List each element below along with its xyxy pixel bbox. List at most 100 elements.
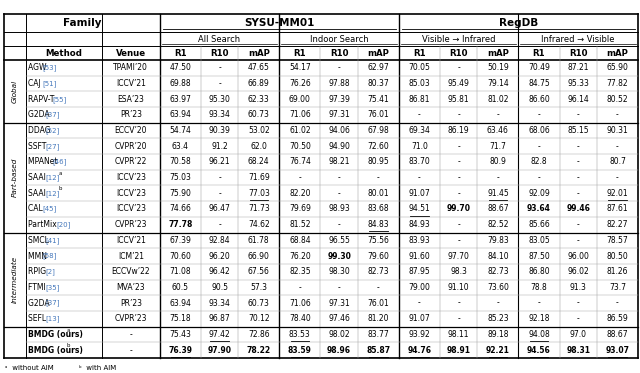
Text: BMDG (ours): BMDG (ours)	[28, 330, 83, 339]
Text: 96.14: 96.14	[567, 95, 589, 104]
Text: 63.97: 63.97	[170, 95, 191, 104]
Text: -: -	[418, 110, 420, 119]
Text: -: -	[577, 142, 580, 151]
Text: 68.84: 68.84	[289, 236, 310, 245]
Text: DDAG: DDAG	[28, 126, 52, 135]
Text: 97.31: 97.31	[328, 110, 350, 119]
Text: CVPR’20: CVPR’20	[115, 142, 147, 151]
Text: -: -	[218, 79, 221, 88]
Text: SYSU-MM01: SYSU-MM01	[244, 18, 314, 28]
Text: 76.01: 76.01	[367, 110, 389, 119]
Text: 85.23: 85.23	[487, 314, 509, 323]
Text: mAP: mAP	[607, 48, 628, 57]
Text: G2DA: G2DA	[28, 299, 52, 308]
Text: 82.8: 82.8	[531, 157, 547, 166]
Text: 95.30: 95.30	[209, 95, 230, 104]
Text: -: -	[458, 142, 460, 151]
Text: 96.87: 96.87	[209, 314, 230, 323]
Text: [46]: [46]	[52, 159, 67, 165]
Text: [37]: [37]	[45, 112, 60, 118]
Text: 88.67: 88.67	[607, 330, 628, 339]
Text: -: -	[338, 189, 340, 198]
Text: b: b	[58, 186, 62, 191]
Text: SAAI: SAAI	[28, 173, 48, 182]
Text: 71.69: 71.69	[248, 173, 269, 182]
Text: -: -	[616, 110, 619, 119]
Text: MVA’23: MVA’23	[116, 283, 145, 292]
Text: 83.77: 83.77	[367, 330, 389, 339]
Text: -: -	[616, 142, 619, 151]
Text: mAP: mAP	[248, 48, 269, 57]
Text: 62.0: 62.0	[250, 142, 268, 151]
Text: 54.74: 54.74	[170, 126, 191, 135]
Text: [45]: [45]	[42, 206, 56, 212]
Text: 72.86: 72.86	[248, 330, 269, 339]
Text: 69.88: 69.88	[170, 79, 191, 88]
Text: CVPR’23: CVPR’23	[115, 220, 147, 229]
Text: 65.90: 65.90	[607, 63, 628, 72]
Text: ECCV’20: ECCV’20	[115, 126, 147, 135]
Text: 85.66: 85.66	[528, 220, 550, 229]
Text: 92.09: 92.09	[528, 189, 550, 198]
Text: 47.50: 47.50	[170, 63, 191, 72]
Text: 91.45: 91.45	[487, 189, 509, 198]
Text: 76.74: 76.74	[289, 157, 311, 166]
Text: 47.65: 47.65	[248, 63, 269, 72]
Text: 82.35: 82.35	[289, 267, 310, 276]
Text: ICCV’23: ICCV’23	[116, 173, 146, 182]
Text: 80.9: 80.9	[490, 157, 506, 166]
Text: 82.73: 82.73	[367, 267, 389, 276]
Text: 98.31: 98.31	[566, 346, 590, 355]
Text: Venue: Venue	[116, 48, 146, 57]
Text: 61.78: 61.78	[248, 236, 269, 245]
Text: -: -	[458, 157, 460, 166]
Text: 93.34: 93.34	[209, 299, 230, 308]
Text: 50.19: 50.19	[487, 63, 509, 72]
Text: 83.53: 83.53	[289, 330, 311, 339]
Text: -: -	[616, 299, 619, 308]
Text: R1: R1	[532, 48, 545, 57]
Text: 77.82: 77.82	[607, 79, 628, 88]
Text: 93.92: 93.92	[408, 330, 430, 339]
Text: SAAI: SAAI	[28, 189, 48, 198]
Text: SMCL: SMCL	[28, 236, 51, 245]
Text: 81.20: 81.20	[367, 314, 389, 323]
Text: 70.50: 70.50	[289, 142, 311, 151]
Text: Family: Family	[63, 18, 101, 28]
Text: 60.5: 60.5	[172, 283, 189, 292]
Text: -: -	[458, 299, 460, 308]
Text: -: -	[616, 173, 619, 182]
Text: -: -	[218, 189, 221, 198]
Text: 63.4: 63.4	[172, 142, 189, 151]
Text: 97.88: 97.88	[328, 79, 350, 88]
Text: 62.33: 62.33	[248, 95, 269, 104]
Text: 87.95: 87.95	[408, 267, 430, 276]
Text: 93.07: 93.07	[605, 346, 630, 355]
Text: -: -	[538, 299, 540, 308]
Text: 80.7: 80.7	[609, 157, 626, 166]
Text: ᵃ: ᵃ	[5, 366, 8, 370]
Text: RPIG: RPIG	[28, 267, 48, 276]
Text: 78.57: 78.57	[607, 236, 628, 245]
Text: 76.01: 76.01	[367, 299, 389, 308]
Text: 84.10: 84.10	[487, 251, 509, 261]
Text: 75.43: 75.43	[170, 330, 191, 339]
Text: -: -	[298, 173, 301, 182]
Text: 67.56: 67.56	[248, 267, 269, 276]
Text: 83.59: 83.59	[288, 346, 312, 355]
Text: 91.60: 91.60	[408, 251, 430, 261]
Text: 83.68: 83.68	[367, 204, 389, 213]
Text: 78.8: 78.8	[531, 283, 547, 292]
Text: 82.52: 82.52	[487, 220, 509, 229]
Text: -: -	[577, 236, 580, 245]
Text: 97.90: 97.90	[207, 346, 232, 355]
Text: All Search: All Search	[198, 34, 241, 44]
Text: 67.39: 67.39	[170, 236, 191, 245]
Text: with AIM: with AIM	[84, 365, 116, 371]
Text: 63.46: 63.46	[487, 126, 509, 135]
Text: 82.20: 82.20	[289, 189, 310, 198]
Text: [37]: [37]	[45, 300, 60, 307]
Text: -: -	[538, 110, 540, 119]
Text: 87.50: 87.50	[528, 251, 550, 261]
Text: [53]: [53]	[42, 65, 56, 71]
